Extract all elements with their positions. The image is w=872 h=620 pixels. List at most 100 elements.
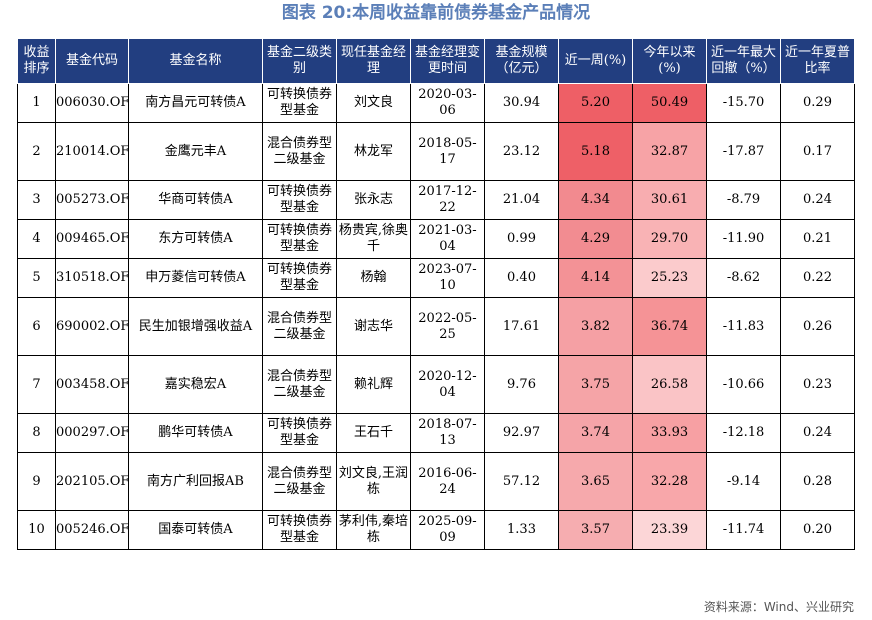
cell-name: 民生加银增强收益A <box>128 297 263 356</box>
cell-ytd-return: 33.93 <box>632 413 707 453</box>
cell-change-date: 2023-07-10 <box>410 258 485 298</box>
chart-title: 图表 20:本周收益靠前债券基金产品情况 <box>281 3 591 23</box>
cell-name: 申万菱信可转债A <box>128 258 263 298</box>
header-rank: 收益排序 <box>17 38 56 84</box>
cell-code: 690002.OF <box>55 297 129 356</box>
cell-sharpe: 0.29 <box>780 83 855 123</box>
cell-change-date: 2018-05-17 <box>410 122 485 181</box>
table-row: 3 005273.OF 华商可转债A 可转换债券型基金 张永志 2017-12-22 21.… <box>17 180 855 220</box>
header-max-drawdown: 近一年最大回撤（%） <box>706 38 781 84</box>
cell-category: 可转换债券型基金 <box>262 83 337 123</box>
bond-fund-table: 收益排序 基金代码 基金名称 基金二级类别 现任基金经理 基金经理变更时间 基金… <box>17 38 855 550</box>
cell-rank: 3 <box>17 180 56 220</box>
cell-sharpe: 0.24 <box>780 413 855 453</box>
table-row: 2 210014.OF 金鹰元丰A 混合债券型二级基金 林龙军 2018-05-17 23.… <box>17 122 855 181</box>
table-row: 10 005246.OF 国泰可转债A 可转换债券型基金 茅利伟,秦培栋 2025-09-… <box>17 510 855 550</box>
header-change-date: 基金经理变更时间 <box>410 38 485 84</box>
cell-sharpe: 0.24 <box>780 180 855 220</box>
cell-manager: 赖礼辉 <box>336 355 411 414</box>
header-size: 基金规模（亿元） <box>484 38 559 84</box>
cell-week-return: 4.29 <box>558 219 633 259</box>
cell-ytd-return: 23.39 <box>632 510 707 550</box>
cell-rank: 5 <box>17 258 56 298</box>
cell-name: 金鹰元丰A <box>128 122 263 181</box>
header-code: 基金代码 <box>55 38 129 84</box>
cell-category: 可转换债券型基金 <box>262 180 337 220</box>
cell-max-drawdown: -17.87 <box>706 122 781 181</box>
cell-manager: 刘文良 <box>336 83 411 123</box>
cell-week-return: 4.34 <box>558 180 633 220</box>
cell-category: 可转换债券型基金 <box>262 413 337 453</box>
cell-size: 21.04 <box>484 180 559 220</box>
cell-rank: 6 <box>17 297 56 356</box>
cell-size: 92.97 <box>484 413 559 453</box>
header-category: 基金二级类别 <box>262 38 337 84</box>
cell-change-date: 2020-12-04 <box>410 355 485 414</box>
cell-size: 57.12 <box>484 452 559 511</box>
cell-category: 混合债券型二级基金 <box>262 122 337 181</box>
table-row: 5 310518.OF 申万菱信可转债A 可转换债券型基金 杨翰 2023-07-10 0.… <box>17 258 855 298</box>
cell-sharpe: 0.23 <box>780 355 855 414</box>
header-sharpe: 近一年夏普比率 <box>780 38 855 84</box>
cell-max-drawdown: -15.70 <box>706 83 781 123</box>
cell-change-date: 2018-07-13 <box>410 413 485 453</box>
cell-max-drawdown: -9.14 <box>706 452 781 511</box>
table-row: 6 690002.OF 民生加银增强收益A 混合债券型二级基金 谢志华 2022-05-2… <box>17 297 855 356</box>
table-row: 9 202105.OF 南方广利回报AB 混合债券型二级基金 刘文良,王润栋 2016-0… <box>17 452 855 511</box>
cell-rank: 4 <box>17 219 56 259</box>
cell-sharpe: 0.21 <box>780 219 855 259</box>
cell-code: 210014.OF <box>55 122 129 181</box>
cell-ytd-return: 32.87 <box>632 122 707 181</box>
cell-rank: 7 <box>17 355 56 414</box>
cell-size: 30.94 <box>484 83 559 123</box>
cell-max-drawdown: -10.66 <box>706 355 781 414</box>
cell-week-return: 3.74 <box>558 413 633 453</box>
cell-size: 9.76 <box>484 355 559 414</box>
cell-name: 嘉实稳宏A <box>128 355 263 414</box>
table-row: 4 009465.OF 东方可转债A 可转换债券型基金 杨贵宾,徐奥千 2021-03-0… <box>17 219 855 259</box>
cell-week-return: 3.82 <box>558 297 633 356</box>
cell-size: 23.12 <box>484 122 559 181</box>
cell-sharpe: 0.17 <box>780 122 855 181</box>
header-ytd-return: 今年以来(%) <box>632 38 707 84</box>
cell-code: 005246.OF <box>55 510 129 550</box>
cell-week-return: 3.65 <box>558 452 633 511</box>
cell-size: 0.99 <box>484 219 559 259</box>
cell-code: 009465.OF <box>55 219 129 259</box>
cell-max-drawdown: -11.83 <box>706 297 781 356</box>
cell-name: 南方广利回报AB <box>128 452 263 511</box>
cell-size: 0.40 <box>484 258 559 298</box>
cell-manager: 谢志华 <box>336 297 411 356</box>
cell-rank: 1 <box>17 83 56 123</box>
cell-max-drawdown: -11.90 <box>706 219 781 259</box>
cell-ytd-return: 30.61 <box>632 180 707 220</box>
cell-name: 南方昌元可转债A <box>128 83 263 123</box>
cell-manager: 刘文良,王润栋 <box>336 452 411 511</box>
cell-ytd-return: 29.70 <box>632 219 707 259</box>
cell-manager: 杨翰 <box>336 258 411 298</box>
cell-manager: 张永志 <box>336 180 411 220</box>
cell-code: 006030.OF <box>55 83 129 123</box>
cell-name: 华商可转债A <box>128 180 263 220</box>
cell-size: 17.61 <box>484 297 559 356</box>
cell-max-drawdown: -11.74 <box>706 510 781 550</box>
header-week-return: 近一周(%) <box>558 38 633 84</box>
table-row: 8 000297.OF 鹏华可转债A 可转换债券型基金 王石千 2018-07-13 92.… <box>17 413 855 453</box>
cell-size: 1.33 <box>484 510 559 550</box>
cell-name: 国泰可转债A <box>128 510 263 550</box>
cell-change-date: 2022-05-25 <box>410 297 485 356</box>
cell-name: 鹏华可转债A <box>128 413 263 453</box>
cell-week-return: 4.14 <box>558 258 633 298</box>
cell-rank: 10 <box>17 510 56 550</box>
cell-code: 310518.OF <box>55 258 129 298</box>
cell-ytd-return: 36.74 <box>632 297 707 356</box>
cell-code: 003458.OF <box>55 355 129 414</box>
cell-max-drawdown: -12.18 <box>706 413 781 453</box>
cell-change-date: 2021-03-04 <box>410 219 485 259</box>
table-row: 1 006030.OF 南方昌元可转债A 可转换债券型基金 刘文良 2020-03-06 3… <box>17 83 855 123</box>
cell-category: 可转换债券型基金 <box>262 219 337 259</box>
cell-week-return: 5.20 <box>558 83 633 123</box>
cell-change-date: 2020-03-06 <box>410 83 485 123</box>
cell-sharpe: 0.20 <box>780 510 855 550</box>
cell-code: 202105.OF <box>55 452 129 511</box>
